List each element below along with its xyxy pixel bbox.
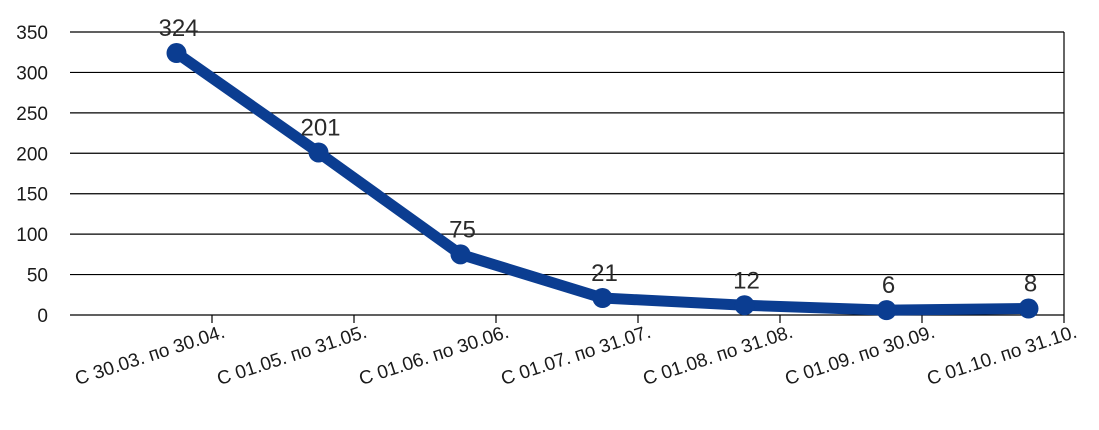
y-tick-label: 200 — [16, 144, 48, 165]
y-axis-tick-labels: 0 50 100 150 200 250 300 350 — [16, 23, 48, 327]
gridlines — [70, 31, 1065, 316]
data-point — [308, 142, 329, 163]
data-point — [734, 295, 755, 316]
x-category-label: С 01.08. по 31.08. — [641, 322, 796, 390]
data-labels: 324 201 75 21 12 6 8 — [158, 15, 1037, 299]
data-label: 12 — [733, 267, 760, 294]
data-label: 8 — [1024, 271, 1037, 298]
data-point — [166, 43, 187, 64]
data-points — [166, 43, 1039, 321]
data-label: 324 — [158, 15, 198, 42]
y-tick-label: 350 — [16, 23, 48, 44]
x-axis-category-labels: С 30.03. по 30.04.С 01.05. по 31.05.С 01… — [73, 322, 1080, 390]
x-category-label: С 01.07. по 31.07. — [499, 322, 654, 390]
x-category-label: С 30.03. по 30.04. — [73, 322, 228, 390]
y-tick-label: 300 — [16, 63, 48, 84]
x-axis-tick-marks — [211, 315, 1065, 323]
data-point — [450, 244, 471, 265]
y-tick-label: 150 — [16, 185, 48, 206]
data-label: 6 — [882, 272, 895, 299]
x-category-label: С 01.09. по 30.09. — [783, 322, 938, 390]
y-tick-label: 250 — [16, 104, 48, 125]
x-category-label: С 01.10. по 31.10. — [925, 322, 1080, 390]
y-tick-label: 0 — [37, 306, 48, 327]
x-category-label: С 01.05. по 31.05. — [215, 322, 370, 390]
data-label: 201 — [300, 114, 340, 141]
data-label: 21 — [591, 260, 618, 287]
data-point — [592, 288, 613, 309]
y-tick-label: 50 — [27, 266, 48, 287]
data-label: 75 — [449, 216, 476, 243]
data-point — [876, 300, 897, 321]
y-tick-label: 100 — [16, 225, 48, 246]
x-category-label: С 01.06. по 30.06. — [357, 322, 512, 390]
data-point — [1018, 298, 1039, 319]
